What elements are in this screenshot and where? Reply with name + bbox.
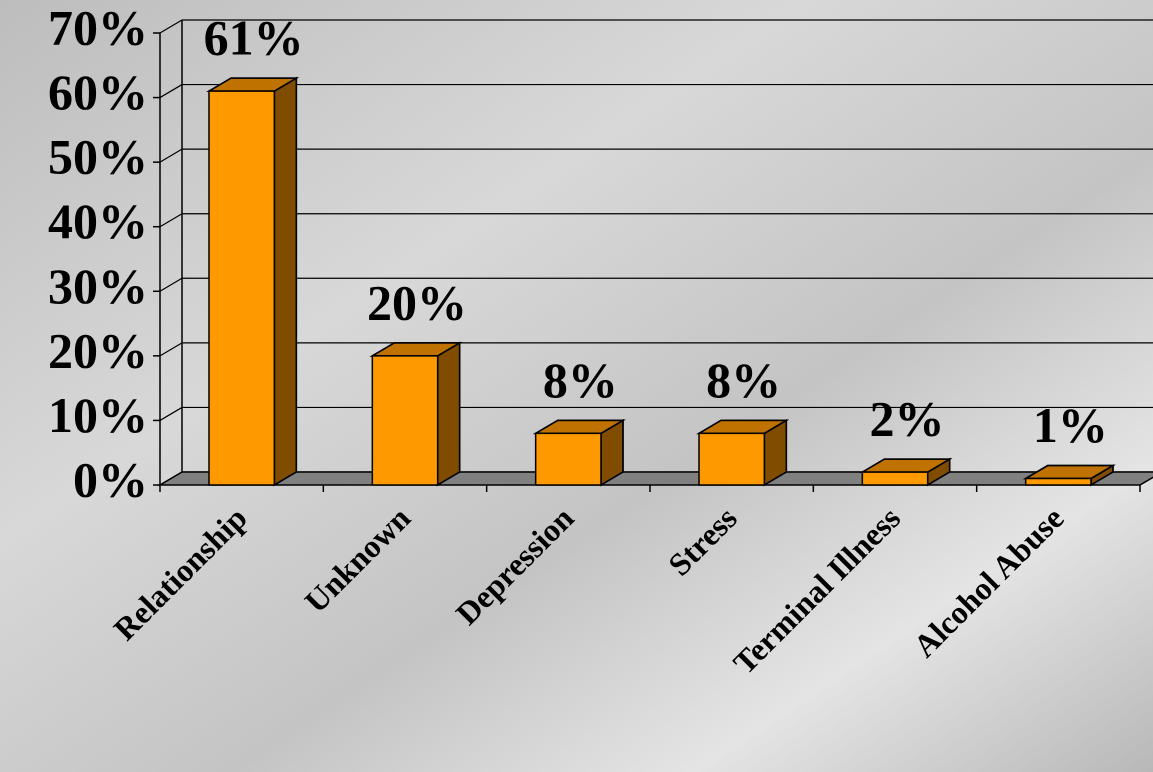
bar-face: [371, 355, 439, 486]
grid-diagonal: [159, 277, 183, 292]
y-tick-label: 20%: [48, 322, 148, 378]
y-tick-label: 70%: [48, 0, 148, 55]
bar: [369, 341, 463, 487]
bar: [859, 457, 953, 487]
value-label: 2%: [870, 391, 945, 447]
value-label: 1%: [1033, 397, 1108, 453]
bar-face: [534, 432, 602, 486]
value-label: 20%: [367, 274, 467, 330]
bar: [206, 76, 300, 487]
bar-face: [1024, 477, 1092, 486]
value-label: 8%: [706, 352, 781, 408]
y-tick-label: 40%: [48, 193, 148, 249]
y-tick-label: 50%: [48, 129, 148, 185]
bar: [696, 419, 790, 487]
bar-face: [273, 76, 298, 487]
grid-diagonal: [159, 406, 183, 421]
grid-diagonal: [159, 342, 183, 357]
bar: [532, 419, 626, 487]
grid-diagonal: [159, 148, 183, 163]
value-label: 61%: [204, 10, 304, 66]
bar-face: [436, 341, 461, 487]
floor: [157, 471, 1153, 486]
value-label: 8%: [543, 352, 618, 408]
grid-diagonal: [159, 84, 183, 99]
y-tick-label: 30%: [48, 258, 148, 314]
grid-diagonal: [159, 19, 183, 34]
y-tick-label: 60%: [48, 64, 148, 120]
bar: [1022, 464, 1116, 487]
bar-face: [698, 432, 766, 486]
bar-face: [208, 90, 276, 486]
y-tick-label: 0%: [73, 451, 148, 507]
grid-diagonal: [159, 213, 183, 228]
y-tick-label: 10%: [48, 387, 148, 443]
bar-face: [861, 471, 929, 486]
